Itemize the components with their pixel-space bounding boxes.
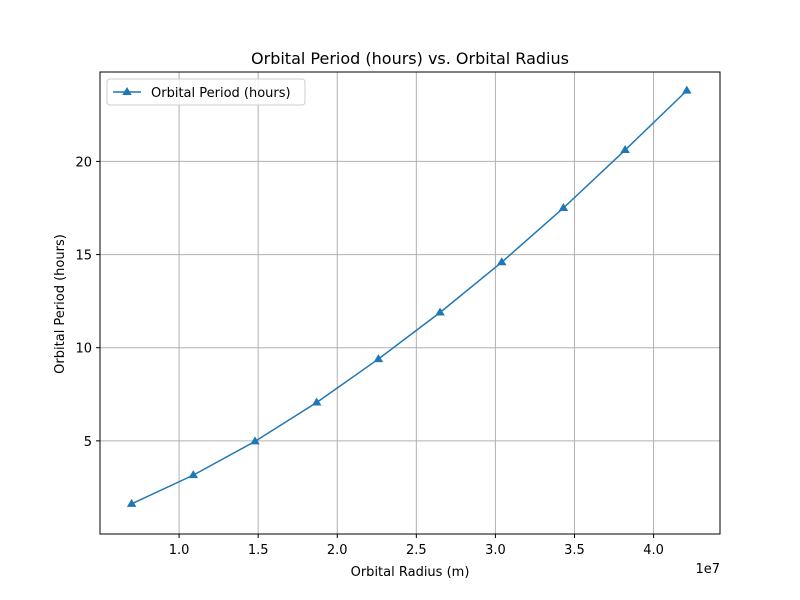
data-point-marker (682, 85, 692, 94)
grid (100, 72, 720, 534)
axis-ticks: 1.0 1.5 2.0 2.5 3.0 3.5 4.0 5 10 15 20 (75, 155, 663, 558)
y-tick-label: 5 (84, 435, 92, 450)
plot-area-frame (99, 71, 721, 535)
data-point-marker (250, 436, 260, 445)
data-point-marker (558, 202, 569, 211)
x-tick-label: 1.5 (248, 543, 269, 558)
x-tick-label: 4.0 (643, 543, 664, 558)
legend: Orbital Period (hours) (106, 78, 306, 106)
y-tick-label: 20 (75, 155, 92, 170)
data-point-marker (188, 470, 199, 479)
legend-box (106, 78, 306, 106)
x-tick-label: 3.0 (485, 543, 506, 558)
x-tick-label: 2.0 (327, 543, 348, 558)
data-point-marker (373, 354, 384, 363)
data-point-marker (435, 307, 445, 316)
x-tick-label: 3.5 (564, 543, 585, 558)
y-tick-label: 10 (75, 342, 92, 357)
data-point-marker (126, 498, 137, 507)
chart-title: Orbital Period (hours) vs. Orbital Radiu… (251, 49, 569, 68)
data-point-marker (311, 397, 322, 406)
y-tick-label: 15 (75, 249, 92, 264)
x-axis-label: Orbital Radius (m) (351, 565, 470, 580)
legend-entry-label: Orbital Period (hours) (151, 86, 291, 101)
x-axis-offset-label: 1e7 (695, 562, 720, 577)
x-tick-label: 1.0 (169, 543, 190, 558)
data-point-marker (620, 145, 630, 154)
y-axis-label: Orbital Period (hours) (53, 234, 68, 374)
series-line (131, 90, 688, 505)
data-point-marker (496, 257, 507, 266)
series-layer (126, 85, 692, 507)
x-tick-label: 2.5 (406, 543, 427, 558)
legend-marker-swatch (122, 87, 132, 95)
